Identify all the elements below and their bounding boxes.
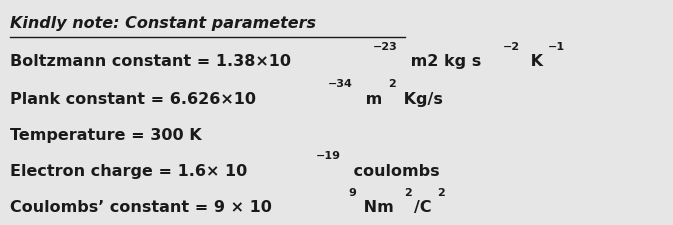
Text: Kindly note: Constant parameters: Kindly note: Constant parameters	[10, 16, 316, 31]
Text: m: m	[359, 91, 382, 106]
Text: Nm: Nm	[358, 199, 394, 214]
Text: 2: 2	[388, 79, 396, 89]
Text: Coulombs’ constant = 9 × 10: Coulombs’ constant = 9 × 10	[10, 199, 272, 214]
Text: K: K	[525, 54, 543, 69]
Text: −34: −34	[328, 79, 353, 89]
Text: /C: /C	[415, 199, 432, 214]
Text: Plank constant = 6.626×10: Plank constant = 6.626×10	[10, 91, 256, 106]
Text: m2 kg s: m2 kg s	[404, 54, 481, 69]
Text: 9: 9	[348, 187, 356, 197]
Text: Boltzmann constant = 1.38×10: Boltzmann constant = 1.38×10	[10, 54, 291, 69]
Text: Electron charge = 1.6× 10: Electron charge = 1.6× 10	[10, 163, 248, 178]
Text: Temperature = 300 K: Temperature = 300 K	[10, 127, 202, 142]
Text: 2: 2	[404, 187, 412, 197]
Text: −19: −19	[316, 151, 341, 161]
Text: 2: 2	[437, 187, 445, 197]
Text: −23: −23	[373, 42, 398, 52]
Text: Kg/s: Kg/s	[398, 91, 444, 106]
Text: coulombs: coulombs	[349, 163, 440, 178]
Text: −1: −1	[548, 42, 565, 52]
Text: −2: −2	[503, 42, 520, 52]
